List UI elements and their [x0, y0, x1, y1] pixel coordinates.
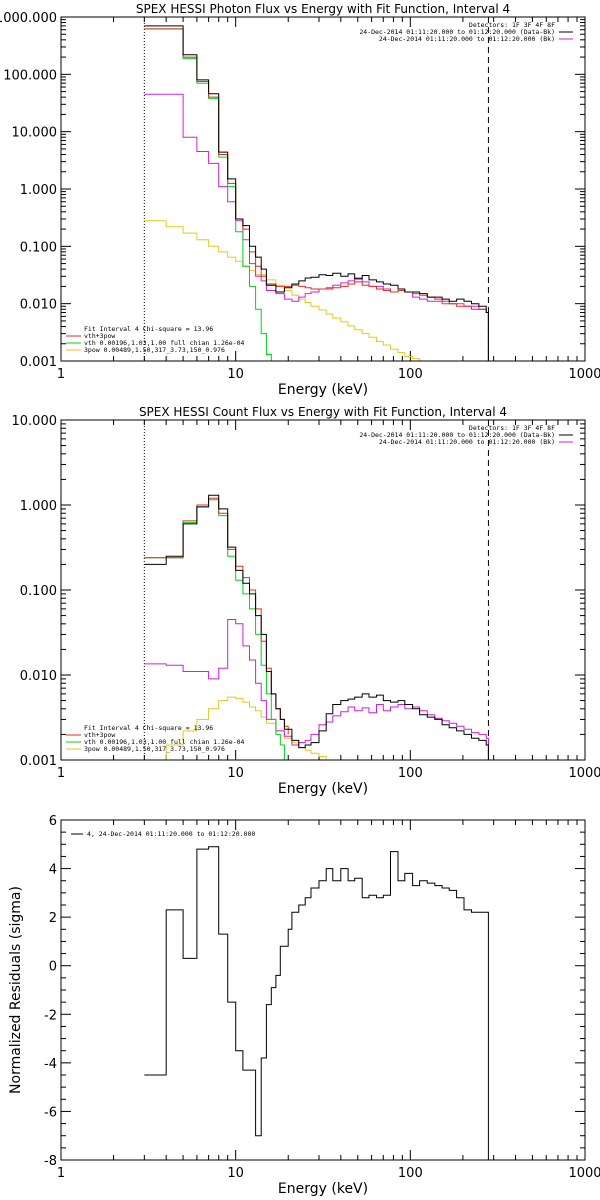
x-tick-label: 100 — [398, 766, 423, 781]
y-tick-label: 2 — [49, 911, 57, 926]
series-3pow — [144, 220, 443, 361]
x-tick-label: 1000 — [568, 367, 600, 382]
series-vth — [144, 28, 272, 361]
y-tick-label: 0 — [49, 960, 57, 975]
x-tick-label: 10 — [227, 766, 244, 781]
y-tick-label: 0.001 — [20, 355, 57, 370]
y-tick-label: -8 — [44, 1154, 57, 1169]
x-tick-label: 1 — [57, 766, 65, 781]
series-data-bk — [144, 494, 489, 760]
chart-panel-3: 1 10 100 1000 -8 -6 -4 -2 0 2 4 6 Energy (keV) Normal… — [8, 814, 600, 1197]
x-tick-label: 100 — [398, 367, 423, 382]
legend-top-right-entry: 24-Dec-2014 01:11:20.000 to 01:12:20.000… — [359, 28, 555, 36]
legend-top-right-entry: 24-Dec-2014 01:11:20.000 to 01:12:20.000… — [379, 438, 555, 446]
x-tick-label: 1 — [57, 1166, 65, 1181]
y-tick-label: 0.010 — [20, 669, 57, 684]
y-tick-label: -2 — [44, 1008, 57, 1023]
legend-bottom-left-entry: vth+3pow — [84, 731, 115, 739]
legend-top-right-entry: Detectors: 1F 3F 4F 8F — [469, 424, 555, 432]
chart-title: SPEX HESSI Count Flux vs Energy with Fit… — [139, 405, 507, 419]
y-tick-label: 10.000 — [12, 414, 58, 429]
y-tick-label: 100.000 — [3, 68, 57, 83]
y-tick-label: 6 — [49, 814, 57, 829]
x-tick-label: 1 — [57, 367, 65, 382]
y-axis-label: Normalized Residuals (sigma) — [8, 886, 24, 1094]
x-axis-label: Energy (keV) — [278, 781, 368, 797]
series-vth — [144, 499, 285, 760]
x-tick-label: 1000 — [568, 1166, 600, 1181]
plot-frame — [60, 819, 586, 1161]
series-vth-3pow — [144, 497, 289, 735]
x-tick-label: 10 — [227, 367, 244, 382]
y-tick-label: -4 — [44, 1057, 57, 1072]
legend-top-left-entry: 4, 24-Dec-2014 01:11:20.000 to 01:12:20.… — [87, 830, 255, 838]
y-tick-label: 1000.000 — [0, 11, 57, 26]
plot-frame — [60, 16, 586, 362]
series-data-bk — [144, 25, 489, 361]
legend-top-right-entry: 24-Dec-2014 01:11:20.000 to 01:12:20.000… — [359, 431, 555, 439]
y-tick-label: 0.100 — [20, 584, 57, 599]
legend-bottom-left-entry: vth 0.00196,1.03,1.00 full chian 1.26e-0… — [84, 339, 245, 347]
legend-bottom-left-entry: 3pow 0.00489,1.50,317_3.73,150_0.976 — [84, 745, 225, 753]
chart-panel-1: 1 10 100 1000 0.001 0.010 0.100 1.000 10.000 100.… — [0, 2, 600, 398]
chart-panel-2: 1 10 100 1000 0.001 0.010 0.100 1.000 10.000 SPEX… — [12, 405, 600, 797]
series-3pow — [144, 696, 327, 760]
series-bk — [144, 93, 489, 361]
y-tick-label: 0.010 — [20, 298, 57, 313]
legend-bottom-left-entry: 3pow 0.00489,1.50,317_3.73,150_0.976 — [84, 346, 225, 354]
x-tick-label: 100 — [398, 1166, 423, 1181]
y-tick-label: 1.000 — [20, 183, 57, 198]
x-tick-label: 1000 — [568, 766, 600, 781]
y-tick-label: 10.000 — [12, 126, 58, 141]
y-tick-label: -6 — [44, 1105, 57, 1120]
legend-bottom-left-entry: vth 0.00196,1.03,1.00 full chian 1.26e-0… — [84, 738, 245, 746]
chart-title: SPEX HESSI Photon Flux vs Energy with Fi… — [136, 2, 510, 16]
y-tick-label: 0.100 — [20, 240, 57, 255]
x-axis-label: Energy (keV) — [278, 382, 368, 398]
legend-bottom-left-entry: vth+3pow — [84, 332, 115, 340]
legend-bottom-left-entry: Fit Interval 4 Chi-square = 13.96 — [84, 724, 213, 732]
series-4-24-dec-2014-01-11-20-000-to-01-12-20-000 — [144, 846, 489, 1160]
legend-top-right-entry: Detectors: 1F 3F 4F 8F — [469, 21, 555, 29]
x-axis-label: Energy (keV) — [278, 1181, 368, 1197]
series-vth-3pow — [144, 28, 489, 361]
x-tick-label: 10 — [227, 1166, 244, 1181]
y-tick-label: 1.000 — [20, 499, 57, 514]
y-tick-label: 4 — [49, 863, 57, 878]
plot-frame — [60, 419, 586, 761]
legend-top-right-entry: 24-Dec-2014 01:11:20.000 to 01:12:20.000… — [379, 35, 555, 43]
y-tick-label: 0.001 — [20, 754, 57, 769]
legend-bottom-left-entry: Fit Interval 4 Chi-square = 13.96 — [84, 325, 213, 333]
